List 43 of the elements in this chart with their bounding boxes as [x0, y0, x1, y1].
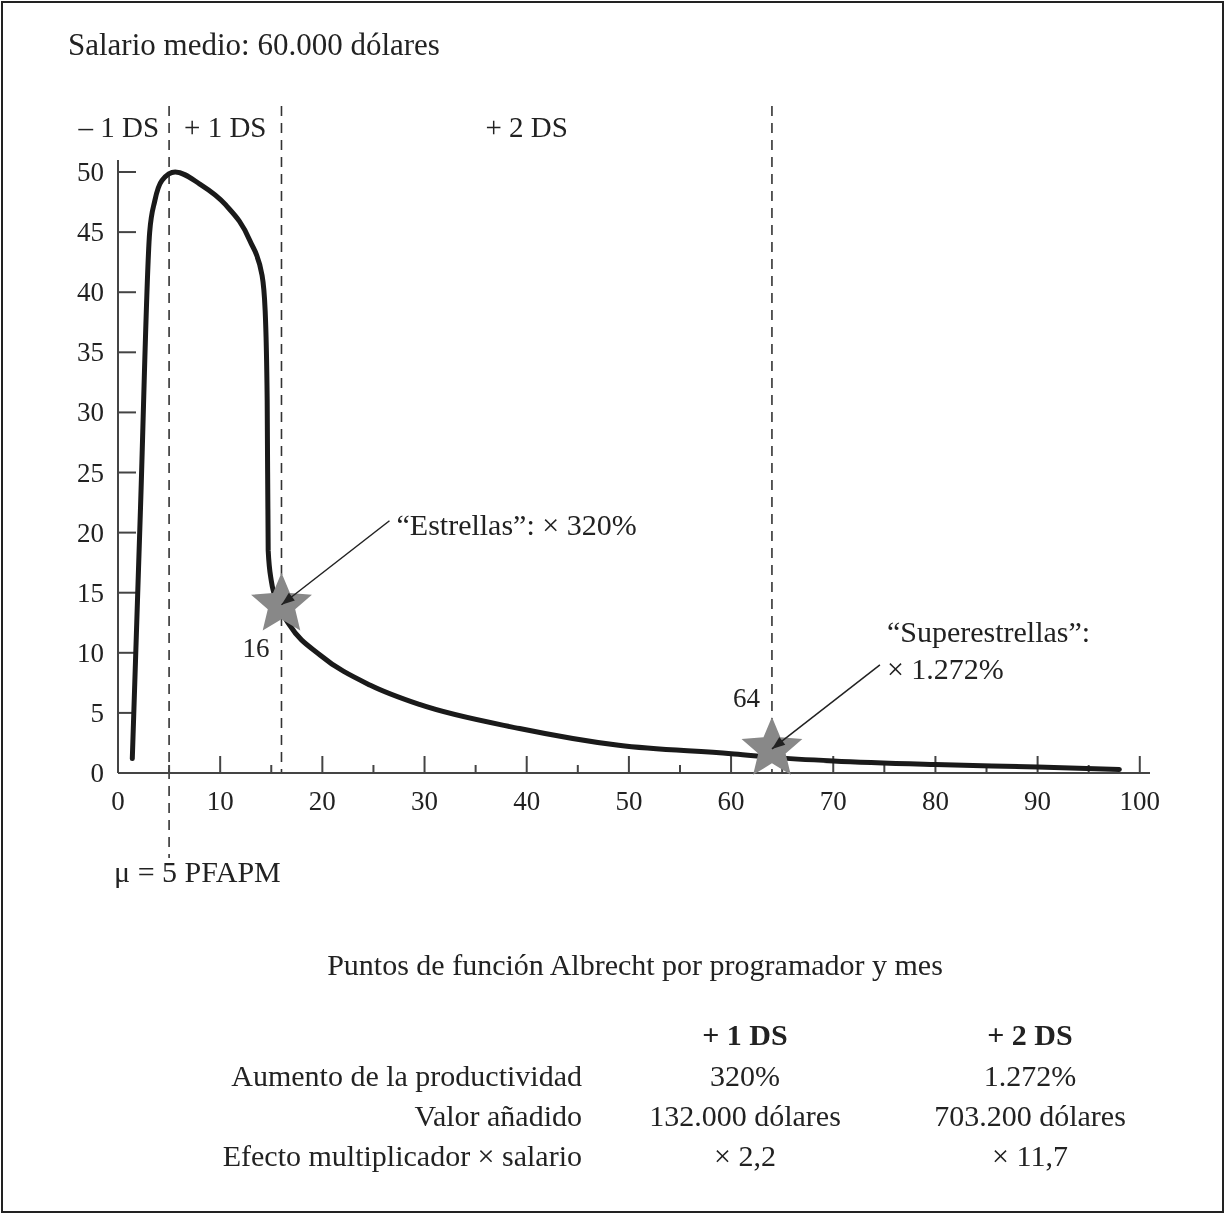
y-tick-label: 30	[77, 397, 104, 428]
text: + 1 DS	[702, 1018, 788, 1051]
text: + 2 DS	[485, 111, 568, 143]
text: + 1 DS	[184, 111, 267, 143]
annotation: “Estrellas”: × 320%	[396, 507, 637, 541]
x-tick-label: 100	[1119, 786, 1161, 816]
ref-line-label: 16	[242, 632, 270, 663]
y-tick-label: 35	[77, 337, 104, 368]
text: 320%	[710, 1059, 780, 1092]
text: × 2,2	[714, 1139, 776, 1172]
chart-title: Salario medio: 60.000 dólares	[68, 27, 440, 62]
y-tick-label: 40	[77, 277, 104, 308]
text: 703.200 dólares	[934, 1099, 1126, 1132]
x-tick-label: 20	[308, 786, 336, 816]
annotation: “Superestrellas”: × 1.272%	[886, 614, 1091, 685]
ref-line-label: μ = 5 PFAPM	[114, 855, 281, 888]
x-tick-label: 90	[1024, 786, 1052, 816]
y-tick-label: 25	[77, 457, 104, 488]
text: Efecto multiplicador × salario	[222, 1139, 582, 1172]
text: × 11,7	[992, 1139, 1068, 1172]
x-tick-label: 30	[411, 786, 439, 816]
text: Valor añadido	[414, 1099, 582, 1132]
y-tick-label: 10	[77, 637, 104, 668]
y-tick-label: 45	[77, 217, 104, 248]
x-tick-label: 70	[819, 786, 847, 816]
y-tick-label: 15	[77, 577, 104, 608]
x-tick-label: 60	[717, 786, 745, 816]
y-tick-label: 50	[77, 157, 104, 188]
x-tick-label: 50	[615, 786, 643, 816]
text: 1.272%	[983, 1059, 1077, 1092]
text: Aumento de la productividad	[231, 1059, 582, 1092]
x-tick-label: 80	[921, 786, 949, 816]
x-tick-label: 40	[513, 786, 541, 816]
ref-line-label: 64	[732, 682, 761, 713]
text: 132.000 dólares	[649, 1099, 841, 1132]
x-tick-label: 0	[111, 786, 125, 816]
text: – 1 DS	[77, 111, 160, 143]
text: + 2 DS	[987, 1018, 1073, 1051]
y-tick-label: 5	[90, 697, 104, 728]
y-tick-label: 0	[90, 758, 104, 788]
x-axis-title: Puntos de función Albrecht por programador y mes	[327, 948, 943, 981]
x-tick-label: 10	[206, 786, 234, 816]
y-tick-label: 20	[77, 517, 104, 548]
